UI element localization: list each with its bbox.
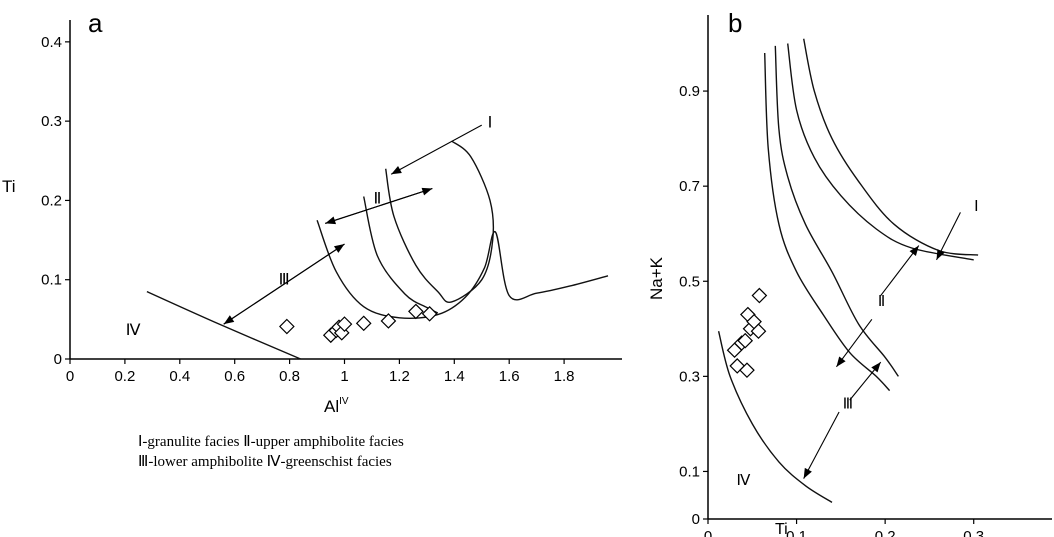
panel-b-y-tick-label: 0.3	[679, 368, 700, 385]
panel-b-arrow-shaft	[803, 411, 840, 479]
panel-a-x-tick-label: 1.4	[444, 368, 465, 385]
panel-a-data-point	[279, 318, 295, 335]
panel-a-data-point	[421, 305, 438, 322]
panel-a-x-label-main: Al	[324, 397, 339, 416]
panel-b-boundary-II-I-2	[803, 38, 979, 256]
panel-b-x-tick-label: 0.3	[963, 528, 984, 537]
panel-a-zone-label: Ⅳ	[126, 322, 141, 339]
panel-a-zone-label: Ⅱ	[374, 191, 382, 208]
panel-a-data-point	[355, 315, 372, 332]
panel-b-arrow-shaft	[880, 245, 920, 296]
panel-a-boundaries	[146, 140, 609, 360]
panel-b-data-point	[750, 323, 767, 340]
panel-a-x-tick-label: 0.6	[224, 368, 245, 385]
panel-b-boundary-IV-III	[717, 331, 833, 503]
panel-b-zone-label: Ⅳ	[737, 473, 751, 489]
panel-a-x-tick-label: 1	[340, 368, 348, 385]
panel-a-y-tick-label: 0	[54, 351, 62, 368]
panel-b-y-tick-label: 0.7	[679, 178, 700, 195]
panel-b-zone-label: Ⅰ	[974, 199, 978, 215]
panel-a-x-tick-label: 0.8	[279, 368, 300, 385]
panel-b-arrows	[803, 212, 961, 479]
panel-a-zone-labels: Ⅰ Ⅱ Ⅲ Ⅳ	[126, 114, 493, 339]
panel-a-arrow-head	[421, 187, 433, 196]
panel-a-x-label-sup: IV	[339, 396, 349, 407]
panel-b-boundary-II-I-1	[787, 43, 974, 261]
panel-a-boundary-IV-III	[146, 290, 301, 360]
panel-b-arrow-head	[803, 467, 812, 479]
panel-b-y-tick-label: 0	[692, 511, 700, 528]
panel-a-boundary-III-II	[316, 220, 609, 320]
panel-b-boundary-III-II-1	[764, 52, 891, 392]
legend-line-2: Ⅲ-lower amphibolite Ⅳ-greenschist facies	[138, 454, 392, 470]
panel-b-y-tick-label: 0.9	[679, 83, 700, 100]
panel-b-label: b	[728, 8, 742, 38]
panel-b-boundaries	[717, 38, 979, 503]
panel-a-x-tick-label: 0.2	[114, 368, 135, 385]
panel-b-points	[726, 287, 768, 379]
panel-a-arrow-head	[333, 244, 345, 253]
panel-b-arrow-head	[871, 362, 881, 373]
panel-a-x-tick-label: 0.4	[169, 368, 190, 385]
panel-a-arrow-shaft	[325, 188, 433, 224]
panel-a-arrow-head	[391, 165, 402, 175]
panel-b: 0 0.1 0.2 0.3 0 0.1 0.3 0.5 0.7 0.9 Ⅰ Ⅱ Ⅲ Ⅳ b Na+K T…	[647, 8, 1052, 537]
panel-b-data-point	[737, 332, 754, 349]
panel-a-y-tick-label: 0.3	[41, 113, 62, 130]
panel-a-y-label: Ti	[2, 177, 16, 196]
panel-a-data-point	[408, 303, 424, 320]
panel-a-arrow-shaft	[223, 243, 345, 325]
panel-a-data-point	[380, 313, 397, 329]
panel-a-x-label: AlIV	[324, 396, 349, 416]
panel-b-zone-label: Ⅱ	[878, 294, 885, 310]
panel-a-boundary-II-I-left	[363, 196, 439, 314]
panel-a-x-tick-label: 1.6	[499, 368, 520, 385]
panel-a: 0 0.2 0.4 0.6 0.8 1 1.2 1.4 1.6 1.800.10.20.30.4 …	[2, 8, 622, 416]
panel-b-x-tick-label: 0.1	[786, 528, 807, 537]
panel-a-y-tick-label: 0.1	[41, 272, 62, 289]
panel-a-x-tick-label: 1.8	[554, 368, 575, 385]
panel-b-zone-labels: Ⅰ Ⅱ Ⅲ Ⅳ	[737, 199, 979, 489]
panel-a-boundary-II-I-right	[385, 140, 495, 303]
panel-b-arrow-head	[836, 356, 846, 367]
panel-a-x-tick-label: 0	[66, 368, 74, 385]
panel-a-y-tick-label: 0.4	[41, 34, 62, 51]
panel-b-arrow-head	[909, 245, 919, 256]
panel-a-y-tick-label: 0.2	[41, 192, 62, 209]
panel-b-x-label: Ti	[775, 521, 788, 537]
legend-line-1: Ⅰ-granulite facies Ⅱ-upper amphibolite f…	[138, 434, 404, 450]
panel-b-arrow-head	[936, 249, 945, 260]
panel-a-arrows	[223, 124, 483, 325]
panel-b-x-tick-label: 0.2	[875, 528, 896, 537]
panel-a-x-tick-label: 1.2	[389, 368, 410, 385]
panel-a-arrow-shaft	[390, 124, 483, 175]
panel-b-y-tick-label: 0.5	[679, 273, 700, 290]
panel-a-points	[279, 303, 438, 344]
panel-b-boundary-III-II-2	[774, 45, 899, 377]
panel-b-y-label: Na+K	[647, 256, 666, 300]
panel-a-zone-label: Ⅲ	[279, 271, 290, 288]
panel-b-data-point	[739, 362, 755, 379]
panel-a-data-point	[336, 316, 353, 332]
panel-b-data-point	[751, 287, 768, 304]
panel-a-ticks: 0 0.2 0.4 0.6 0.8 1 1.2 1.4 1.6 1.8 0 0.1 0.2 0.3 0.4	[41, 34, 574, 385]
panel-a-zone-label: Ⅰ	[488, 114, 493, 131]
panel-b-y-tick-label: 0.1	[679, 463, 700, 480]
panel-b-x-tick-label: 0	[704, 528, 712, 537]
panel-b-zone-label: Ⅲ	[843, 397, 853, 413]
panel-a-label: a	[88, 8, 103, 38]
panel-b-ticks: 0 0.1 0.2 0.3 0 0.1 0.3 0.5 0.7 0.9	[679, 83, 984, 537]
